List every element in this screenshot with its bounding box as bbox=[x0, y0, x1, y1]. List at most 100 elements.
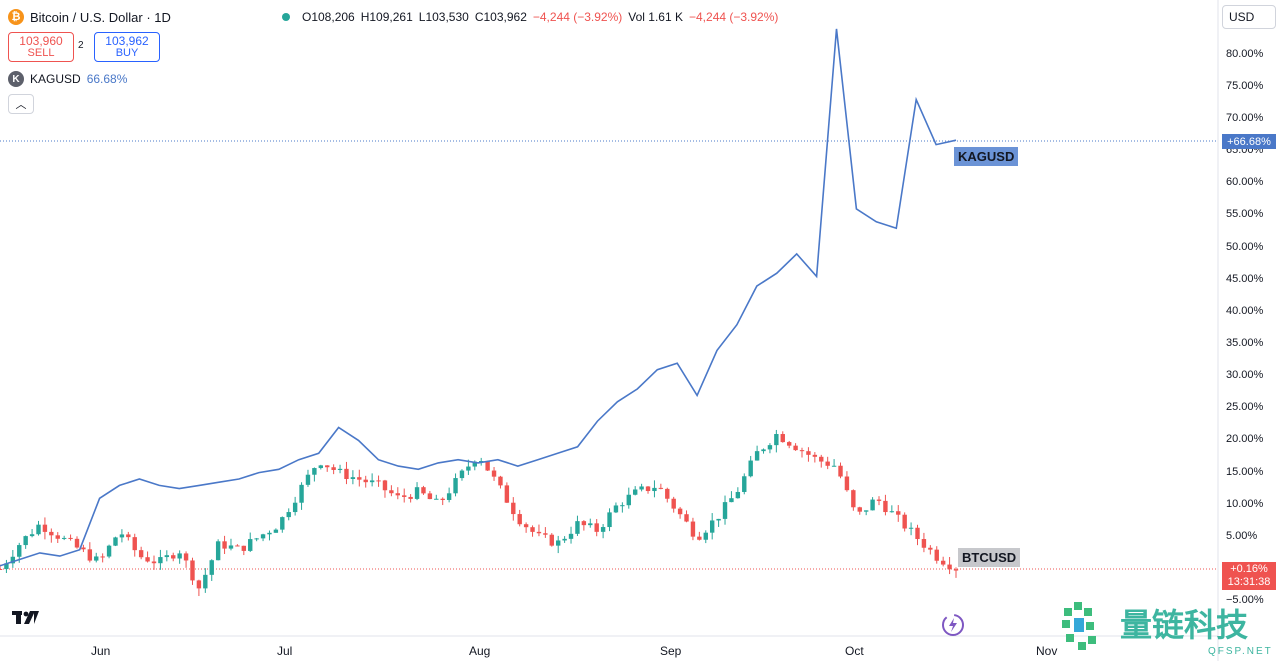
candle-body bbox=[761, 449, 766, 452]
candle-body bbox=[870, 499, 875, 511]
candle-body bbox=[440, 498, 445, 500]
buy-button[interactable]: 103,962 BUY bbox=[94, 32, 160, 62]
candle-body bbox=[511, 502, 516, 515]
candle-body bbox=[171, 555, 176, 559]
candle-body bbox=[876, 499, 882, 501]
candle-body bbox=[389, 490, 394, 494]
candle-body bbox=[164, 555, 170, 558]
candle-body bbox=[883, 500, 888, 513]
x-tick-label: Jul bbox=[277, 644, 293, 658]
candle-body bbox=[844, 476, 850, 491]
candle-body bbox=[235, 545, 240, 547]
candle-body bbox=[851, 490, 856, 508]
change-value: −4,244 (−3.92%) bbox=[532, 10, 623, 24]
y-tick-label: 45.00% bbox=[1226, 272, 1264, 285]
watermark: 量链科技 QFSP.NET bbox=[1062, 602, 1271, 657]
currency-selector[interactable]: USD bbox=[1222, 5, 1276, 29]
y-tick-label: 75.00% bbox=[1226, 79, 1264, 92]
candle-body bbox=[947, 564, 952, 570]
y-tick-label: −5.00% bbox=[1226, 594, 1264, 607]
candle-body bbox=[36, 524, 41, 535]
sell-button[interactable]: 103,960 SELL bbox=[8, 32, 74, 62]
candle-body bbox=[177, 553, 182, 559]
watermark-text: 量链科技 bbox=[1120, 606, 1248, 644]
candle-body bbox=[774, 434, 779, 446]
compare-value: 66.68% bbox=[86, 72, 128, 86]
candle-body bbox=[934, 549, 939, 561]
candle-body bbox=[921, 539, 927, 548]
candle-body bbox=[767, 445, 773, 450]
candle-body bbox=[68, 537, 73, 539]
compare-symbol: KAGUSD bbox=[30, 72, 81, 86]
candle-body bbox=[793, 445, 798, 451]
y-tick-label: 30.00% bbox=[1226, 369, 1264, 382]
candle-body bbox=[671, 498, 676, 509]
candle-body bbox=[530, 527, 535, 532]
candle-body bbox=[106, 545, 112, 557]
candle-body bbox=[780, 434, 785, 443]
chevron-up-icon: ︿ bbox=[15, 99, 27, 111]
candle-body bbox=[523, 524, 529, 528]
candle-body bbox=[684, 514, 689, 522]
kagusd-series-tag: KAGUSD bbox=[954, 147, 1019, 166]
candle-body bbox=[812, 454, 818, 457]
candle-body bbox=[799, 450, 805, 452]
candle-body bbox=[209, 560, 214, 575]
candle-body bbox=[267, 532, 272, 535]
x-tick-label: Oct bbox=[845, 644, 864, 658]
candle-body bbox=[203, 574, 208, 589]
candle-body bbox=[697, 536, 702, 540]
candle-body bbox=[331, 467, 336, 470]
candle-body bbox=[94, 556, 99, 561]
candle-body bbox=[325, 465, 330, 468]
candle-body bbox=[318, 465, 324, 469]
x-tick-label: Sep bbox=[660, 644, 682, 658]
candle-body bbox=[620, 505, 625, 507]
candle-body bbox=[299, 484, 304, 503]
candle-body bbox=[49, 531, 54, 536]
y-tick-label: 15.00% bbox=[1226, 465, 1264, 478]
candle-body bbox=[337, 468, 343, 470]
candle-body bbox=[408, 496, 413, 499]
candle-body bbox=[568, 533, 574, 539]
candle-body bbox=[819, 456, 824, 462]
candle-body bbox=[4, 563, 9, 570]
indicator-icon[interactable] bbox=[940, 612, 966, 638]
candle-body bbox=[382, 480, 388, 491]
candle-body bbox=[485, 461, 490, 471]
bar-countdown: 13:31:38 bbox=[1227, 576, 1271, 588]
buy-label: BUY bbox=[115, 47, 139, 59]
candle-body bbox=[254, 538, 259, 540]
y-tick-label: 10.00% bbox=[1226, 497, 1264, 510]
candle-body bbox=[581, 521, 587, 526]
candle-body bbox=[498, 476, 503, 486]
candle-body bbox=[479, 461, 484, 463]
candle-body bbox=[363, 479, 368, 483]
candle-body bbox=[376, 480, 381, 482]
y-tick-label: 20.00% bbox=[1226, 433, 1264, 446]
candle-body bbox=[742, 476, 747, 492]
compare-legend[interactable]: K KAGUSD 66.68% bbox=[8, 70, 127, 88]
btcusd-price-label: +0.16% 13:31:38 bbox=[1222, 562, 1276, 590]
tradingview-logo-icon[interactable] bbox=[12, 608, 42, 626]
candle-body bbox=[145, 557, 150, 562]
collapse-legend-button[interactable]: ︿ bbox=[8, 94, 34, 114]
candle-body bbox=[908, 527, 914, 529]
buy-price: 103,962 bbox=[105, 34, 149, 48]
candle-body bbox=[183, 553, 189, 561]
candle-body bbox=[55, 535, 60, 539]
candle-body bbox=[61, 537, 67, 539]
candle-body bbox=[831, 465, 837, 467]
candle-body bbox=[215, 541, 221, 561]
candle-body bbox=[280, 517, 285, 530]
symbol-header[interactable]: ₿ Bitcoin / U.S. Dollar · 1D bbox=[8, 8, 171, 26]
candle-body bbox=[889, 511, 895, 513]
candle-body bbox=[729, 498, 734, 503]
candle-body bbox=[472, 461, 477, 467]
candle-body bbox=[857, 507, 862, 512]
ohlc-legend: O108,206 H109,261 L103,530 C103,962 −4,2… bbox=[282, 8, 778, 26]
candle-body bbox=[446, 493, 452, 500]
btcusd-candles bbox=[0, 429, 959, 597]
kag-symbol-icon: K bbox=[8, 71, 24, 87]
